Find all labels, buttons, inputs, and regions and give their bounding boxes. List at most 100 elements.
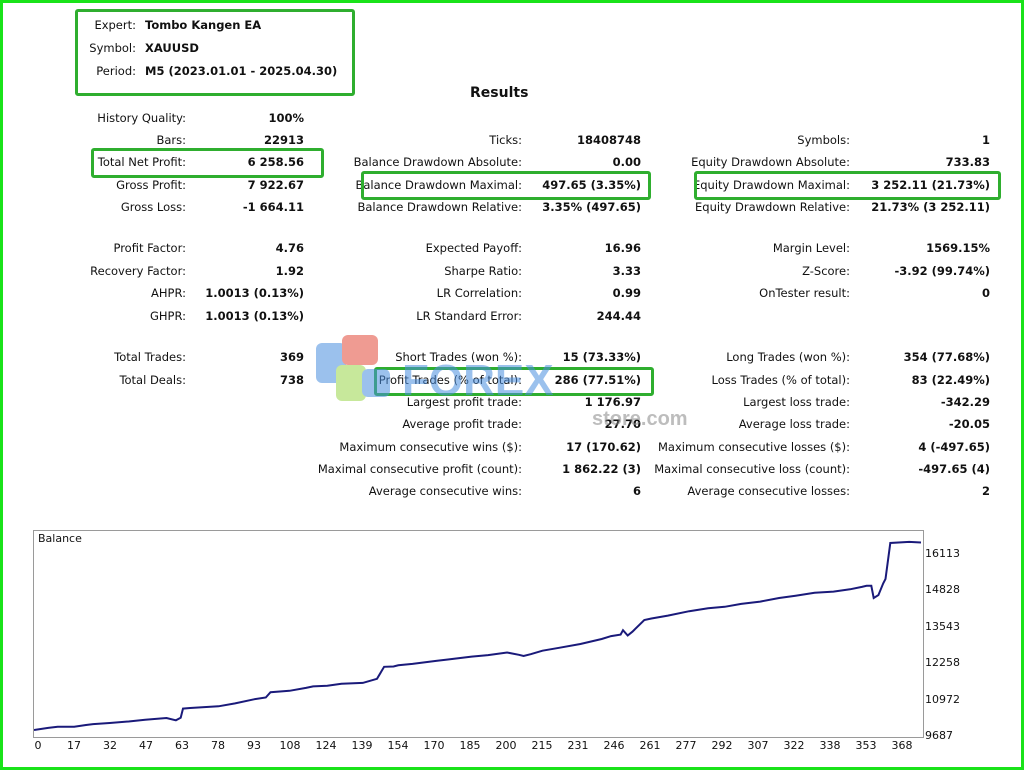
col2-value-2: 497.65 (3.35%): [542, 178, 641, 192]
col1-value-7: 1.0013 (0.13%): [205, 286, 304, 300]
period-label: Period:: [96, 64, 136, 78]
balance-chart-svg: [33, 540, 922, 731]
col1-value-5: 4.76: [275, 241, 304, 255]
highlight-balance-drawdown-maximal: [361, 171, 651, 200]
col3-label-9: Largest loss trade:: [743, 395, 850, 409]
col3-label-2: Equity Drawdown Maximal:: [692, 178, 850, 192]
col1-value-9: 369: [279, 350, 304, 364]
x-tick-label: 307: [747, 739, 769, 752]
balance-line: [33, 540, 922, 731]
x-tick-label: 353: [855, 739, 877, 752]
expert-value: Tombo Kangen EA: [145, 18, 262, 32]
x-tick-label: 32: [103, 739, 117, 752]
col1-value-4: -1 664.11: [242, 200, 304, 214]
x-tick-label: 93: [247, 739, 261, 752]
col3-label-1: Equity Drawdown Absolute:: [691, 155, 850, 169]
col3-value-7: 354 (77.68%): [903, 350, 990, 364]
x-tick-label: 338: [819, 739, 841, 752]
col3-label-5: Z-Score:: [802, 264, 850, 278]
x-tick-label: 368: [891, 739, 913, 752]
period-value: M5 (2023.01.01 - 2025.04.30): [145, 64, 338, 78]
x-tick-label: 47: [139, 739, 153, 752]
col2-value-5: 3.33: [612, 264, 641, 278]
col1-label-5: Profit Factor:: [113, 241, 186, 255]
col2-value-13: 1 862.22 (3): [562, 462, 641, 476]
y-tick-label: 16113: [925, 547, 960, 560]
highlight-profit-trades: [374, 367, 654, 396]
col3-value-11: 4 (-497.65): [918, 440, 990, 454]
col2-label-5: Sharpe Ratio:: [444, 264, 522, 278]
col3-value-4: 1569.15%: [926, 241, 990, 255]
col3-label-0: Symbols:: [797, 133, 850, 147]
highlight-header-box: [75, 9, 355, 96]
col1-value-10: 738: [279, 373, 304, 387]
col1-label-10: Total Deals:: [119, 373, 186, 387]
col1-label-4: Gross Loss:: [120, 200, 186, 214]
col3-label-10: Average loss trade:: [738, 417, 850, 431]
x-tick-label: 292: [711, 739, 733, 752]
x-tick-label: 277: [675, 739, 697, 752]
x-tick-label: 139: [351, 739, 373, 752]
col3-label-13: Average consecutive losses:: [687, 484, 850, 498]
col2-value-4: 16.96: [604, 241, 641, 255]
col3-label-11: Maximum consecutive losses ($):: [658, 440, 850, 454]
y-tick-label: 12258: [925, 656, 960, 669]
col1-label-8: GHPR:: [149, 309, 186, 323]
col3-value-13: 2: [981, 484, 990, 498]
col3-value-3: 21.73% (3 252.11): [871, 200, 990, 214]
col2-value-10: 1 176.97: [584, 395, 641, 409]
x-tick-label: 17: [67, 739, 81, 752]
col2-label-12: Maximum consecutive wins ($):: [339, 440, 522, 454]
col2-label-3: Balance Drawdown Relative:: [357, 200, 523, 214]
chart-title: Balance: [38, 532, 82, 545]
col3-label-4: Margin Level:: [772, 241, 850, 255]
balance-chart: [33, 530, 924, 738]
x-tick-label: 63: [175, 739, 189, 752]
highlight-equity-drawdown-maximal: [694, 171, 1001, 200]
col1-label-9: Total Trades:: [114, 350, 186, 364]
col3-value-1: 733.83: [945, 155, 990, 169]
col3-label-6: OnTester result:: [759, 286, 850, 300]
col3-label-7: Long Trades (won %):: [726, 350, 850, 364]
x-tick-label: 215: [531, 739, 553, 752]
symbol-value: XAUUSD: [145, 41, 199, 55]
x-tick-label: 261: [639, 739, 661, 752]
col2-value-8: 15 (73.33%): [562, 350, 641, 364]
col2-label-2: Balance Drawdown Maximal:: [355, 178, 522, 192]
col2-value-12: 17 (170.62): [566, 440, 641, 454]
col1-label-2: Total Net Profit:: [97, 155, 186, 169]
col2-label-8: Short Trades (won %):: [395, 350, 522, 364]
col2-label-11: Average profit trade:: [402, 417, 522, 431]
col2-value-14: 6: [632, 484, 641, 498]
col3-value-8: 83 (22.49%): [911, 373, 990, 387]
col1-label-3: Gross Profit:: [116, 178, 186, 192]
col2-label-14: Average consecutive wins:: [368, 484, 522, 498]
x-tick-label: 154: [387, 739, 409, 752]
col2-label-9: Profit Trades (% of total):: [378, 373, 522, 387]
x-tick-label: 170: [423, 739, 445, 752]
col3-value-0: 1: [981, 133, 990, 147]
col3-value-12: -497.65 (4): [918, 462, 990, 476]
col1-value-3: 7 922.67: [247, 178, 304, 192]
col1-value-1: 22913: [263, 133, 304, 147]
col2-value-6: 0.99: [612, 286, 641, 300]
col2-value-3: 3.35% (497.65): [542, 200, 641, 214]
col1-value-8: 1.0013 (0.13%): [205, 309, 304, 323]
col1-value-2: 6 258.56: [247, 155, 304, 169]
col3-value-5: -3.92 (99.74%): [894, 264, 990, 278]
col2-value-11: 27.70: [604, 417, 641, 431]
col1-label-1: Bars:: [156, 133, 186, 147]
x-tick-label: 78: [211, 739, 225, 752]
x-tick-label: 185: [459, 739, 481, 752]
col3-value-10: -20.05: [948, 417, 990, 431]
results-title: Results: [470, 85, 529, 101]
y-tick-label: 10972: [925, 693, 960, 706]
x-tick-label: 231: [567, 739, 589, 752]
y-tick-label: 14828: [925, 583, 960, 596]
col3-value-9: -342.29: [940, 395, 990, 409]
col2-value-9: 286 (77.51%): [554, 373, 641, 387]
col1-value-0: 100%: [268, 111, 304, 125]
col1-label-7: AHPR:: [151, 286, 186, 300]
col1-value-6: 1.92: [275, 264, 304, 278]
